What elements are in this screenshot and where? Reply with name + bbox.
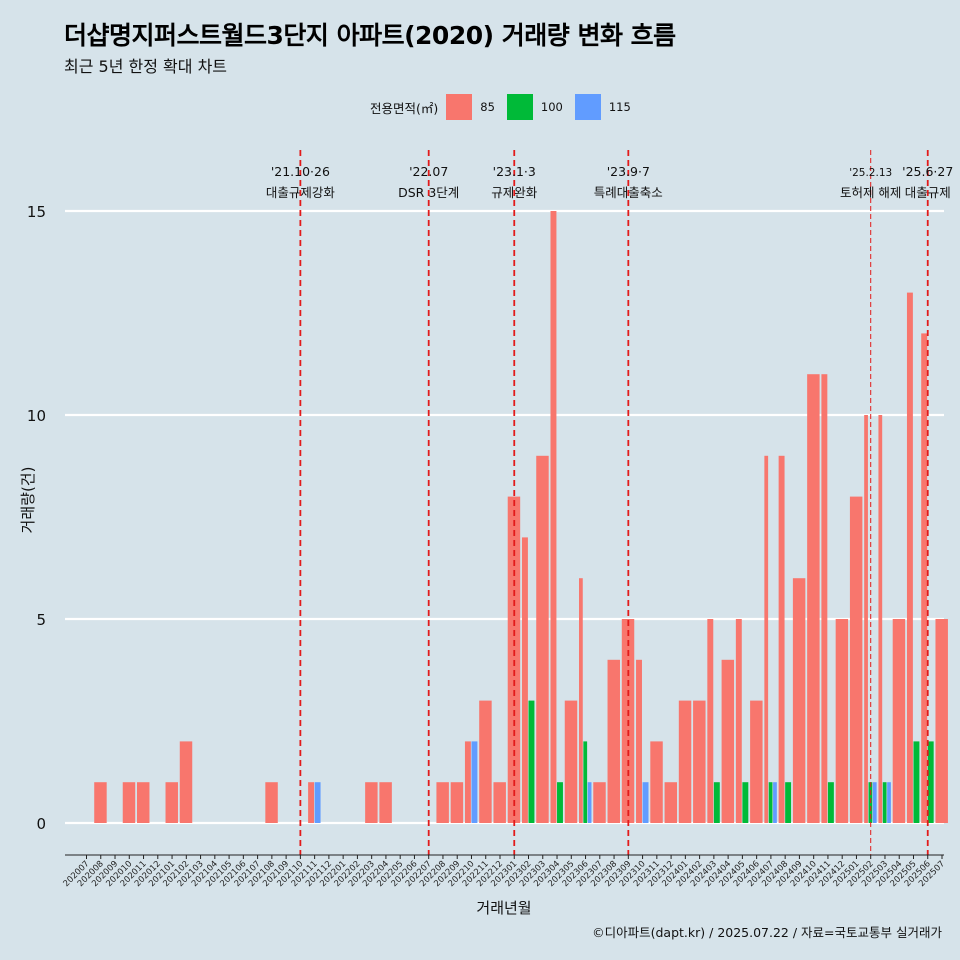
legend-label-85: 85: [480, 100, 495, 114]
bar-85-202101: [165, 782, 178, 823]
bars: [94, 211, 948, 824]
event-label: 규제완화: [491, 185, 538, 200]
y-tick-label: 5: [36, 611, 46, 629]
legend-label-115: 115: [608, 100, 631, 114]
bar-100-202405: [742, 782, 749, 823]
bar-85-202404: [721, 659, 735, 823]
bar-85-202507: [935, 619, 948, 823]
event-label: DSR 3단계: [398, 185, 459, 200]
bar-85-202506: [921, 333, 928, 823]
bar-85-202312: [664, 782, 678, 823]
bar-85-202212: [493, 782, 506, 823]
bar-85-202505: [906, 292, 913, 824]
bar-85-202010: [122, 782, 136, 823]
bar-85-202401: [678, 700, 692, 823]
legend-key-100: [506, 94, 533, 120]
bar-85-202407: [764, 455, 769, 823]
legend-key-85: [446, 94, 473, 120]
bar-85-202311: [650, 741, 663, 823]
chart-title: 더샵명지퍼스트월드3단지 아파트(2020) 거래량 변화 흐름: [64, 21, 676, 50]
bar-85-202302: [521, 537, 528, 823]
bar-100-202505: [913, 741, 920, 823]
bar-85-202307: [593, 782, 606, 823]
bar-100-202503: [882, 782, 887, 823]
bar-85-202111: [308, 782, 315, 823]
bar-85-202208: [436, 782, 449, 823]
legend-key-115: [574, 94, 601, 120]
y-tick-label: 10: [27, 407, 46, 425]
bar-115-202502: [872, 782, 877, 823]
bar-100-202306: [583, 741, 588, 823]
event-date: '25.2.13: [849, 167, 892, 179]
bar-85-202008: [94, 782, 107, 823]
bar-85-202406: [750, 700, 763, 823]
bar-85-202410: [807, 374, 820, 823]
bar-85-202405: [735, 619, 742, 823]
bar-100-202302: [528, 700, 535, 823]
bar-85-202303: [536, 455, 549, 823]
event-annotations: '21.10·26 대출규제강화 '22.07 DSR 3단계 '23.1·3 규제완화 '…: [266, 150, 953, 855]
bar-100-202408: [785, 782, 792, 823]
event-label: 특례대출축소: [594, 185, 663, 200]
bar-115-202407: [773, 782, 777, 823]
bar-85-202305: [564, 700, 578, 823]
bar-85-202403: [707, 619, 714, 823]
bar-85-202210: [464, 741, 471, 823]
event-date: '23.9·7: [607, 164, 650, 179]
legend-title: 전용면적(㎡): [370, 100, 439, 116]
bar-85-202503: [878, 415, 883, 823]
bar-85-202402: [693, 700, 706, 823]
bar-100-202407: [768, 782, 773, 823]
event-date: '23.1·3: [493, 164, 536, 179]
bar-85-202203: [365, 782, 378, 823]
bar-85-202409: [792, 578, 806, 823]
bar-100-202506: [927, 741, 934, 823]
bar-85-202308: [607, 659, 620, 823]
bar-85-202304: [550, 211, 557, 823]
bar-85-202211: [479, 700, 492, 823]
legend: 전용면적(㎡) 85 100 115: [370, 93, 643, 121]
bar-85-202501: [849, 496, 863, 823]
bar-85-202411: [821, 374, 828, 823]
y-tick-label: 0: [36, 815, 46, 833]
event-date: '22.07: [409, 164, 448, 179]
legend-label-100: 100: [540, 100, 563, 114]
bar-115-202210: [471, 741, 478, 823]
bar-100-202403: [713, 782, 720, 823]
bar-115-202306: [587, 782, 592, 823]
bar-85-202408: [778, 455, 785, 823]
bar-115-202111: [314, 782, 321, 823]
event-label: 토허제 해제: [840, 185, 901, 200]
bar-100-202411: [827, 782, 834, 823]
bar-85-202502: [864, 415, 868, 823]
event-label: 대출규제강화: [266, 185, 336, 200]
event-date: '25.6·27: [902, 164, 953, 179]
bar-85-202504: [892, 619, 906, 823]
y-axis-label: 거래량(건): [19, 467, 37, 534]
event-date: '21.10·26: [271, 164, 330, 179]
bar-85-202412: [835, 619, 849, 823]
bar-100-202304: [557, 782, 563, 823]
bar-85-202310: [636, 659, 642, 823]
bar-85-202204: [379, 782, 392, 823]
y-tick-label: 15: [27, 203, 46, 221]
bar-85-202306: [579, 578, 583, 823]
bar-85-202011: [137, 782, 150, 823]
event-label: 대출규제: [905, 185, 951, 200]
source-caption: ©디아파트(dapt.kr) / 2025.07.22 / 자료=국토교통부 실…: [592, 925, 942, 940]
chart-subtitle: 최근 5년 한정 확대 차트: [64, 57, 228, 76]
bar-85-202301: [507, 496, 521, 823]
x-axis-label: 거래년월: [476, 899, 531, 917]
bar-115-202310: [642, 782, 649, 823]
bar-85-202209: [450, 782, 464, 823]
bar-85-202102: [179, 741, 193, 823]
bar-85-202108: [265, 782, 278, 823]
bar-115-202503: [887, 782, 891, 823]
